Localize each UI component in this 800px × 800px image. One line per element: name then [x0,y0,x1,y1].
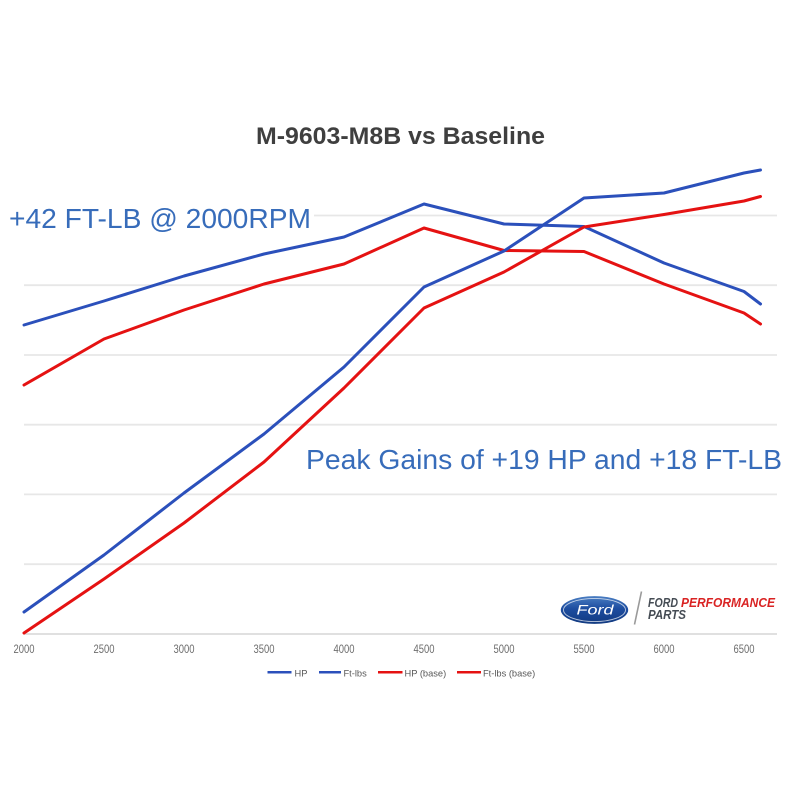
svg-text:FORD: FORD [648,595,678,610]
svg-text:3000: 3000 [174,642,195,656]
svg-text:4500: 4500 [414,642,435,656]
svg-text:5000: 5000 [494,642,515,656]
svg-text:PERFORMANCE: PERFORMANCE [681,595,775,610]
svg-text:5500: 5500 [574,642,595,656]
svg-text:3500: 3500 [254,642,275,656]
svg-text:HP: HP [295,669,308,679]
svg-text:2000: 2000 [14,642,35,656]
svg-text:6000: 6000 [654,642,675,656]
svg-text:4000: 4000 [334,642,355,656]
svg-text:6500: 6500 [734,642,755,656]
svg-text:2500: 2500 [94,642,115,656]
svg-text:Ft-lbs: Ft-lbs [344,669,368,679]
svg-text:M-9603-M8B vs Baseline: M-9603-M8B vs Baseline [256,123,545,150]
svg-text:Peak Gains of +19 HP and +18 F: Peak Gains of +19 HP and +18 FT-LB [306,444,782,475]
svg-text:PARTS: PARTS [648,607,686,622]
svg-text:Ford: Ford [577,603,615,618]
svg-text:HP (base): HP (base) [405,669,447,679]
svg-text:Ft-lbs (base): Ft-lbs (base) [483,669,535,679]
svg-text:+42 FT-LB @ 2000RPM: +42 FT-LB @ 2000RPM [9,203,311,234]
